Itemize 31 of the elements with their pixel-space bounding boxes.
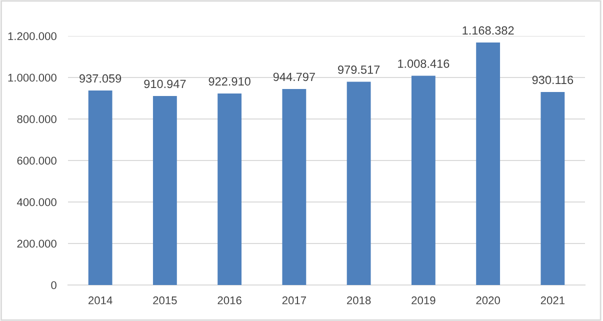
bar <box>152 96 177 285</box>
bar <box>218 93 242 285</box>
y-tick-label: 0 <box>51 281 56 290</box>
x-tick-label: 2019 <box>412 296 436 304</box>
y-tick-label: 800.000 <box>17 115 56 124</box>
x-tick-label: 2017 <box>282 296 306 304</box>
data-label: 910.947 <box>144 80 186 88</box>
x-tick-label: 2016 <box>218 296 242 304</box>
bar <box>88 90 112 285</box>
x-tick-label: 2015 <box>153 296 177 304</box>
x-tick-label: 2020 <box>476 296 500 304</box>
x-tick-label: 2021 <box>540 296 565 304</box>
x-tick-label: 2018 <box>347 296 371 304</box>
data-label: 979.517 <box>338 66 380 74</box>
y-tick-label: 1.000.000 <box>8 74 56 82</box>
data-label: 1.008.416 <box>398 60 450 68</box>
y-tick-label: 400.000 <box>16 198 56 206</box>
data-label: 930.116 <box>532 76 574 84</box>
data-label: 922.910 <box>208 77 250 86</box>
bar <box>346 82 371 285</box>
bar <box>540 92 565 285</box>
data-label: 937.059 <box>80 74 122 83</box>
y-tick-label: 200.000 <box>17 240 56 248</box>
bar <box>282 88 306 285</box>
data-label: 1.168.382 <box>462 26 514 35</box>
data-label: 944.797 <box>273 72 315 82</box>
bar <box>476 42 500 285</box>
bar <box>411 76 436 285</box>
y-tick-label: 600.000 <box>17 156 56 165</box>
x-tick-label: 2014 <box>88 296 112 304</box>
y-tick-label: 1.200.000 <box>8 32 56 40</box>
